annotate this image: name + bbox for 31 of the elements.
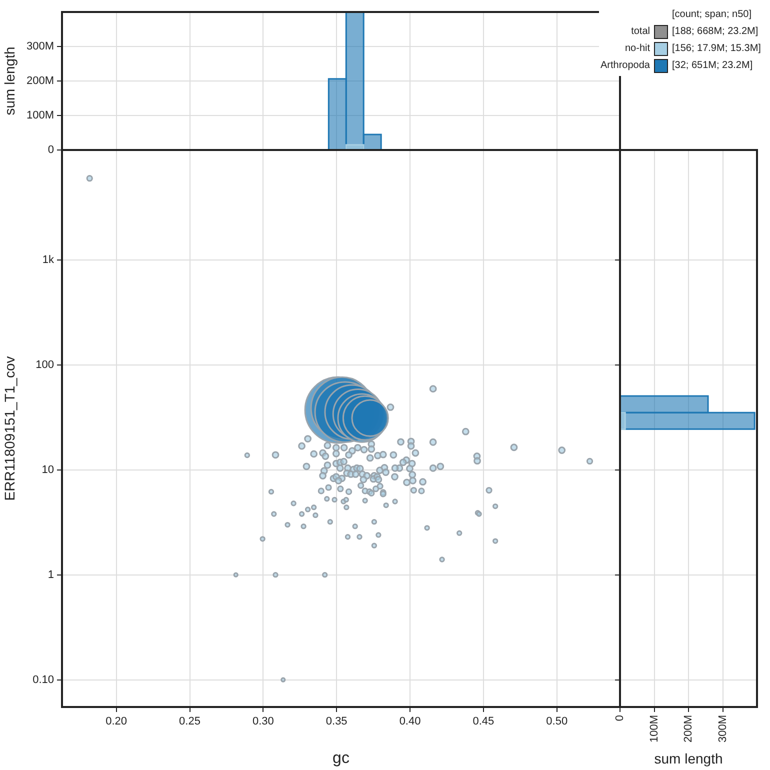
y-axis-title: ERR11809151_T1_cov: [1, 356, 18, 501]
x-tick-label: 200M: [682, 715, 695, 743]
x-axis-title: gc: [332, 750, 350, 767]
y-tick-label: 100: [36, 359, 54, 372]
x-tick-label: 0.25: [179, 716, 200, 728]
legend-title: [count; span; n50]: [672, 9, 753, 20]
text: [156; 17.9M; 15.3M]: [672, 43, 762, 54]
x-tick-label: 100M: [648, 715, 660, 743]
y-tick-label: 1k: [42, 254, 54, 266]
y-tick-label: 0.10: [32, 674, 54, 686]
y-axis-title: sum length: [1, 46, 18, 116]
y-tick-label: 10: [42, 464, 54, 476]
x-tick-label: 0: [614, 715, 626, 722]
x-axis-title: sum length: [654, 750, 723, 766]
x-tick-label: 0.20: [106, 716, 128, 728]
y-tick-label: 0: [48, 144, 54, 156]
text: [188; 668M; 23.2M]: [672, 26, 760, 37]
x-tick-label: 0.30: [252, 716, 274, 728]
y-tick-label: 200M: [26, 75, 54, 88]
y-tick-label: 300M: [26, 40, 54, 53]
x-tick-label: 300M: [716, 715, 729, 743]
x-tick-label: 0.35: [326, 716, 348, 728]
y-tick-label: 100M: [26, 110, 54, 122]
y-tick-label: 1: [48, 568, 54, 581]
text: [32; 651M; 23.2M]: [672, 60, 754, 71]
legend-label: Arthropoda: [600, 60, 650, 71]
legend-label: no-hit: [624, 43, 650, 54]
x-tick-label: 0.40: [399, 716, 421, 728]
x-tick-label: 0.50: [546, 716, 568, 728]
text: total: [631, 26, 650, 37]
x-tick-label: 0.45: [472, 716, 494, 728]
